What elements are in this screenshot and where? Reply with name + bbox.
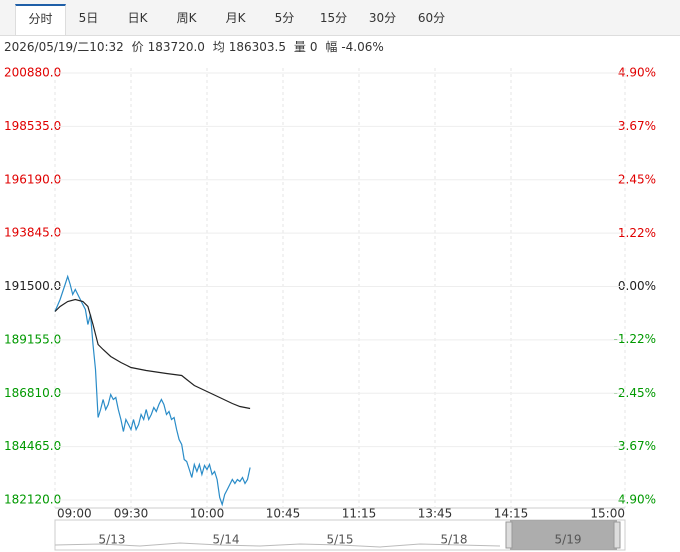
navigator-label: 5/19 — [555, 533, 582, 547]
y-tick-label: 182120.0 — [4, 493, 61, 507]
x-tick-label: 09:00 — [57, 507, 92, 521]
price-label: 价 — [131, 40, 144, 54]
x-tick-label: 11:15 — [342, 507, 377, 521]
x-tick-label: 10:45 — [266, 507, 301, 521]
y-tick-label: 200880.0 — [4, 66, 61, 80]
y-tick-label: 193845.0 — [4, 226, 61, 240]
y2-tick-label: -4.90% — [614, 493, 656, 507]
y-tick-label: 186810.0 — [4, 386, 61, 400]
datetime: 2026/05/19/二10:32 — [4, 40, 124, 54]
tab[interactable]: 周K — [176, 11, 197, 25]
y2-tick-label: 4.90% — [618, 66, 656, 80]
y2-tick-label: -1.22% — [614, 332, 656, 346]
navigator-label: 5/15 — [327, 533, 354, 547]
navigator-trace — [54, 542, 501, 548]
vol: 0 — [309, 40, 318, 54]
tab[interactable]: 分时 — [15, 4, 66, 35]
x-tick-label: 10:00 — [190, 507, 225, 521]
navigator-label: 5/18 — [441, 533, 468, 547]
avg-label: 均 — [212, 40, 225, 54]
y-tick-label: 189155.0 — [4, 332, 61, 346]
vol-label: 量 — [293, 40, 306, 54]
price-line — [54, 274, 251, 507]
tab[interactable]: 30分 — [368, 11, 397, 25]
y2-tick-label: 2.45% — [618, 172, 656, 186]
y2-tick-label: 3.67% — [618, 119, 656, 133]
y2-tick-label: 1.22% — [618, 226, 656, 240]
tab[interactable]: 日K — [127, 11, 148, 25]
navigator-label: 5/13 — [99, 533, 126, 547]
x-tick-label: 13:45 — [418, 507, 453, 521]
y2-tick-label: -2.45% — [614, 386, 656, 400]
navigator-handle[interactable] — [505, 521, 513, 549]
navigator-label: 5/14 — [213, 533, 240, 547]
y-tick-label: 196190.0 — [4, 172, 61, 186]
y-tick-label: 198535.0 — [4, 119, 61, 133]
tab[interactable]: 60分 — [417, 11, 446, 25]
tab[interactable]: 月K — [225, 11, 246, 25]
navigator-handle[interactable] — [613, 521, 621, 549]
x-tick-label: 15:00 — [590, 507, 625, 521]
tab[interactable]: 15分 — [319, 11, 348, 25]
y2-tick-label: -3.67% — [614, 439, 656, 453]
y2-tick-label: 0.00% — [618, 279, 656, 293]
x-tick-label: 09:30 — [114, 507, 149, 521]
navigator-window[interactable] — [510, 520, 617, 550]
price: 183720.0 — [147, 40, 205, 54]
range-label: 幅 — [325, 40, 338, 54]
tab[interactable]: 5分 — [274, 11, 295, 25]
y-tick-label: 184465.0 — [4, 439, 61, 453]
x-tick-label: 14:15 — [494, 507, 529, 521]
tab[interactable]: 5日 — [78, 11, 99, 25]
avg: 186303.5 — [228, 40, 287, 54]
price-line — [54, 298, 251, 410]
toolbar: 分时 5日 日K 周K 月K 5分 15分 30分 60分 — [0, 0, 680, 36]
range: -4.06% — [341, 40, 384, 54]
y-tick-label: 191500.0 — [4, 279, 61, 293]
